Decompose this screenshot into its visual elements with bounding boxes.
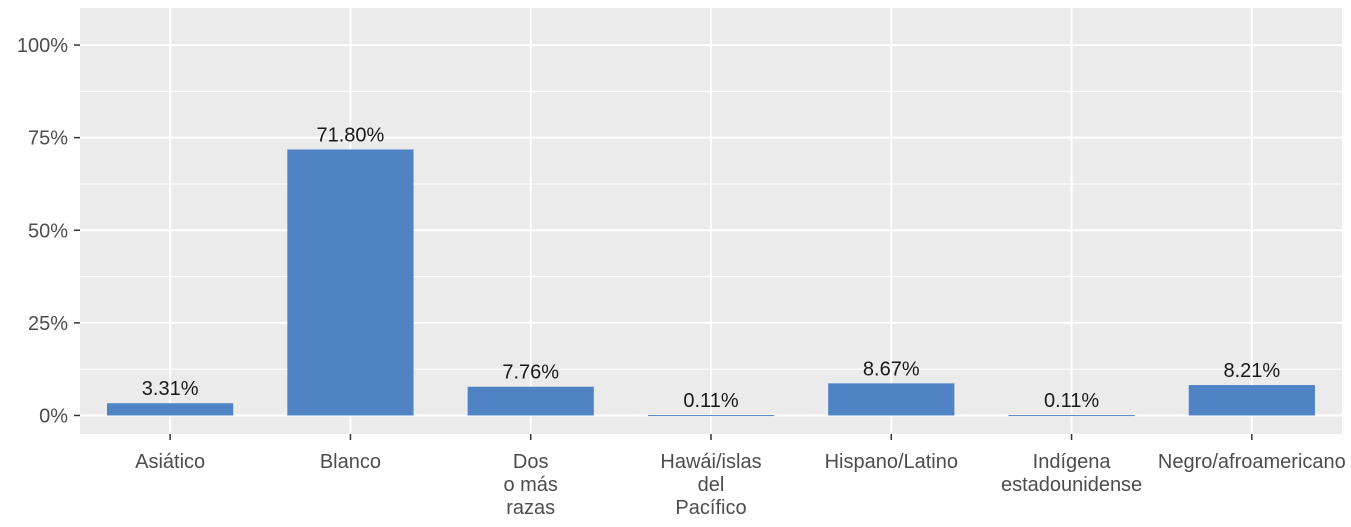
x-tick-label-line: estadounidense xyxy=(1001,474,1142,496)
y-tick-label: 100% xyxy=(17,35,68,57)
x-tick-label: Negro/afroamericano xyxy=(1158,451,1346,473)
x-tick-label: Dos o más razas xyxy=(503,451,557,519)
x-tick-label-line: Dos xyxy=(513,451,549,473)
bar xyxy=(647,415,775,417)
y-tick-label: 25% xyxy=(28,313,68,335)
data-label: 0.11% xyxy=(683,390,738,412)
x-tick-label-line: Asiático xyxy=(135,451,205,473)
x-tick-label: Blanco xyxy=(320,451,381,473)
bar xyxy=(287,149,414,416)
x-tick-label-line: o más xyxy=(503,474,557,496)
data-label: 71.80% xyxy=(317,125,385,147)
x-tick-label-line: Negro/afroamericano xyxy=(1158,451,1346,473)
x-tick-label: Hispano/Latino xyxy=(825,451,958,473)
x-tick-label: Hawái/islas del Pacífico xyxy=(660,451,761,519)
y-axis: 0% 25% 50% 75% 100% xyxy=(17,35,80,427)
x-tick-label: Asiático xyxy=(135,451,205,473)
data-label: 3.31% xyxy=(142,378,199,400)
y-tick-label: 50% xyxy=(28,220,68,242)
bar xyxy=(107,403,234,416)
x-tick-label-line: del xyxy=(698,474,725,496)
x-tick-label: Indígena estadounidense xyxy=(1001,451,1142,496)
x-tick-label-line: Blanco xyxy=(320,451,381,473)
x-axis: Asiático Blanco Dos o más razas Hawái/islas de… xyxy=(135,434,1346,519)
bar xyxy=(1188,385,1315,416)
y-tick-label: 75% xyxy=(28,128,68,150)
bar xyxy=(1008,415,1135,417)
bar xyxy=(828,383,955,416)
x-tick-label-line: Hispano/Latino xyxy=(825,451,958,473)
data-label: 8.67% xyxy=(863,358,920,380)
x-tick-label-line: Hawái/islas xyxy=(660,451,761,473)
data-labels: 3.31% 71.80% 7.76% 0.11% 8.67% 0.11% 8.21% xyxy=(142,125,1281,413)
x-tick-label-line: Pacífico xyxy=(675,497,746,519)
x-tick-label-line: razas xyxy=(506,497,555,519)
y-tick-label: 0% xyxy=(39,405,68,427)
x-tick-label-line: Indígena xyxy=(1033,451,1112,473)
data-label: 7.76% xyxy=(502,362,559,384)
bars xyxy=(107,149,1315,417)
data-label: 0.11% xyxy=(1044,390,1099,412)
bar xyxy=(467,386,594,416)
data-label: 8.21% xyxy=(1223,360,1280,382)
